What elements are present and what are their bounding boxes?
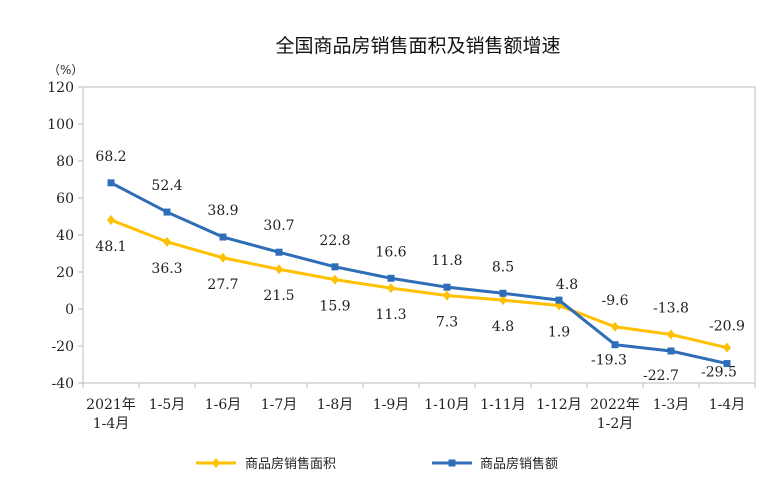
data-label: -13.8 bbox=[653, 301, 689, 317]
x-tick-label: 1-11月 bbox=[480, 397, 525, 413]
data-point-marker bbox=[667, 347, 675, 355]
chart-title: 全国商品房销售面积及销售额增速 bbox=[275, 35, 560, 57]
data-point-marker bbox=[387, 283, 395, 294]
x-tick-label: 1-6月 bbox=[205, 397, 242, 413]
data-label: 8.5 bbox=[492, 259, 514, 275]
series-line-2 bbox=[110, 181, 728, 366]
x-tick-label: 1-3月 bbox=[653, 397, 690, 413]
data-label: 30.7 bbox=[263, 218, 294, 234]
data-label: -22.7 bbox=[643, 368, 679, 384]
data-point-marker bbox=[611, 341, 619, 349]
data-label: -19.3 bbox=[591, 353, 627, 369]
x-tick-label: 2021年 bbox=[86, 397, 136, 413]
data-label: -9.6 bbox=[602, 293, 629, 309]
data-point-marker bbox=[499, 289, 507, 297]
y-tick-label: 40 bbox=[56, 228, 74, 244]
data-label: 11.8 bbox=[431, 253, 462, 269]
data-point-marker bbox=[331, 263, 339, 271]
data-label: 1.9 bbox=[548, 324, 570, 340]
data-point-marker bbox=[107, 215, 115, 226]
x-tick-label: 1-4月 bbox=[709, 397, 746, 413]
data-point-marker bbox=[555, 296, 563, 304]
data-label: 22.8 bbox=[319, 233, 350, 249]
y-tick-label: 60 bbox=[56, 191, 74, 207]
data-label: 16.6 bbox=[375, 244, 406, 260]
data-point-marker bbox=[723, 360, 731, 368]
legend-marker bbox=[212, 458, 220, 468]
data-label: 38.9 bbox=[207, 203, 238, 219]
x-tick-label: 2022年 bbox=[590, 397, 640, 413]
data-label: 7.3 bbox=[436, 314, 458, 330]
x-tick-label: 1-4月 bbox=[93, 416, 130, 432]
data-label: 15.9 bbox=[319, 299, 350, 315]
x-tick-label: 1-7月 bbox=[261, 397, 298, 413]
y-tick-label: 120 bbox=[47, 80, 74, 96]
data-label: 48.1 bbox=[95, 239, 126, 255]
data-label: 52.4 bbox=[151, 178, 182, 194]
data-point-marker bbox=[331, 274, 339, 285]
data-label: 11.3 bbox=[375, 307, 406, 323]
data-point-marker bbox=[443, 283, 451, 291]
data-point-marker bbox=[163, 208, 171, 216]
data-label: -20.9 bbox=[709, 319, 745, 335]
legend-label: 商品房销售额 bbox=[480, 456, 558, 472]
x-tick-label: 1-8月 bbox=[317, 397, 354, 413]
x-tick-label: 1-5月 bbox=[149, 397, 186, 413]
y-tick-label: -40 bbox=[51, 376, 74, 392]
series-line-1 bbox=[110, 218, 728, 350]
legend-marker bbox=[448, 459, 456, 467]
data-point-marker bbox=[667, 329, 675, 340]
plot-area: -40 -20 0 20 40 60 80 100 120 2021年 1-4月 1-5月 1-6月 1-… bbox=[47, 80, 756, 432]
y-tick-label: 100 bbox=[47, 117, 74, 133]
x-tick-label: 1-9月 bbox=[373, 397, 410, 413]
y-tick-label: 80 bbox=[56, 154, 74, 170]
data-point-marker bbox=[219, 252, 227, 263]
data-label: 27.7 bbox=[207, 277, 238, 293]
data-point-marker bbox=[723, 342, 731, 353]
legend: 商品房销售面积 商品房销售额 bbox=[196, 456, 558, 472]
data-point-marker bbox=[499, 295, 507, 306]
data-label: 36.3 bbox=[151, 261, 182, 277]
data-point-marker bbox=[611, 321, 619, 332]
data-label: 4.8 bbox=[492, 319, 514, 335]
x-tick-label: 1-2月 bbox=[597, 416, 634, 432]
plot-frame bbox=[82, 86, 756, 384]
legend-label: 商品房销售面积 bbox=[245, 456, 336, 472]
data-label: 21.5 bbox=[263, 288, 294, 304]
data-label: 68.2 bbox=[95, 149, 126, 165]
y-axis-unit: （%） bbox=[48, 63, 83, 77]
y-tick-label: 0 bbox=[65, 302, 74, 318]
data-point-marker bbox=[275, 248, 283, 256]
data-label: 4.8 bbox=[556, 277, 578, 293]
y-tick-label: 20 bbox=[56, 265, 74, 281]
data-point-marker bbox=[443, 290, 451, 301]
x-tick-label: 1-12月 bbox=[536, 397, 581, 413]
x-tick-label: 1-10月 bbox=[424, 397, 469, 413]
y-tick-label: -20 bbox=[51, 339, 74, 355]
data-point-marker bbox=[107, 179, 115, 187]
data-point-marker bbox=[163, 236, 171, 247]
data-point-marker bbox=[275, 264, 283, 275]
data-label: -29.5 bbox=[701, 365, 737, 381]
data-point-marker bbox=[387, 274, 395, 282]
data-point-marker bbox=[219, 233, 227, 241]
